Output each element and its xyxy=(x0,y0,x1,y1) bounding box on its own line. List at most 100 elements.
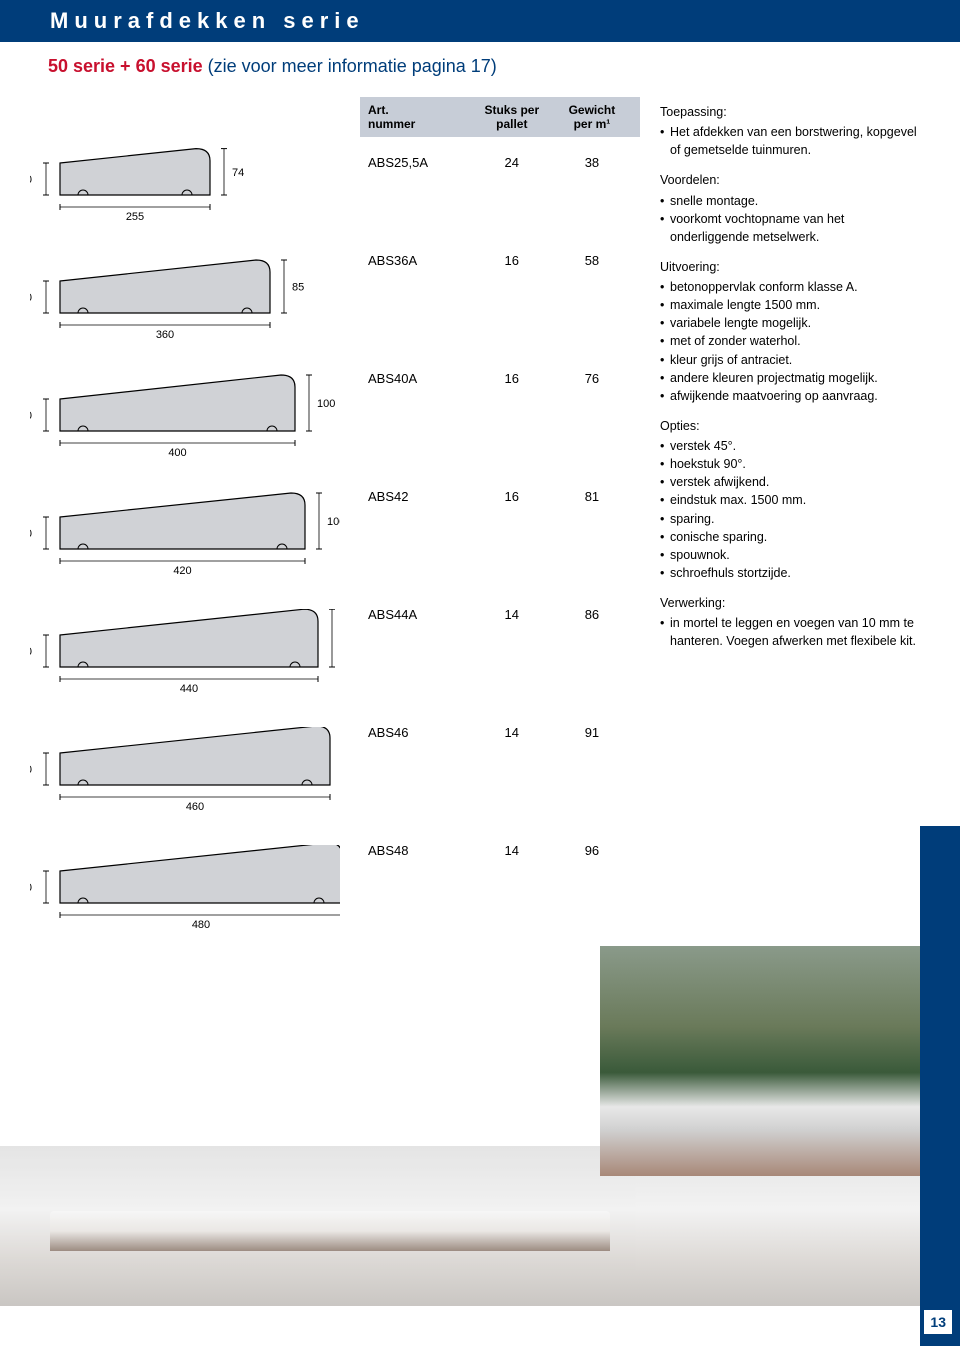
cell-art: ABS25,5A xyxy=(368,155,472,170)
header-bar: Muurafdekken serie xyxy=(0,0,960,42)
info-list: snelle montage.voorkomt vochtopname van … xyxy=(660,192,920,246)
page-number: 13 xyxy=(924,1310,952,1334)
cell-stuks: 16 xyxy=(472,253,552,268)
info-list: in mortel te leggen en voegen van 10 mm … xyxy=(660,614,920,650)
subtitle-red: 50 serie + 60 serie xyxy=(48,56,203,76)
cell-stuks: 24 xyxy=(472,155,552,170)
table-row: ABS42 16 81 xyxy=(360,443,640,561)
svg-text:400: 400 xyxy=(168,447,186,459)
svg-text:100: 100 xyxy=(327,516,340,528)
svg-text:60: 60 xyxy=(30,410,32,422)
subtitle-blue: (zie voor meer informatie pagina 17) xyxy=(208,56,497,76)
table-row: ABS25,5A 24 38 xyxy=(360,137,640,207)
cell-stuks: 14 xyxy=(472,607,552,622)
info-list-item: met of zonder waterhol. xyxy=(660,332,920,350)
info-list-item: variabele lengte mogelijk. xyxy=(660,314,920,332)
info-list-item: snelle montage. xyxy=(660,192,920,210)
cell-stuks: 16 xyxy=(472,371,552,386)
content-row: 50 74 255 50 85 360 xyxy=(0,77,960,935)
profile-diagram: 60 100 400 xyxy=(30,373,340,463)
profile-diagram: 60 107 480 xyxy=(30,845,340,935)
info-section-title: Voordelen: xyxy=(660,171,920,189)
svg-text:420: 420 xyxy=(173,565,191,577)
info-list-item: schroefhuls stortzijde. xyxy=(660,564,920,582)
info-section-title: Opties: xyxy=(660,417,920,435)
cell-stuks: 14 xyxy=(472,725,552,740)
info-list: Het afdekken van een borstwering, kopgev… xyxy=(660,123,920,159)
svg-text:360: 360 xyxy=(156,329,174,341)
table-header-row: Art. nummer Stuks per pallet Gewicht per… xyxy=(360,97,640,137)
info-list-item: spouwnok. xyxy=(660,546,920,564)
svg-text:60: 60 xyxy=(30,646,32,658)
info-list-item: in mortel te leggen en voegen van 10 mm … xyxy=(660,614,920,650)
col-header-art: Art. nummer xyxy=(368,103,472,131)
info-list-item: sparing. xyxy=(660,510,920,528)
info-list-item: betonoppervlak conform klasse A. xyxy=(660,278,920,296)
svg-text:50: 50 xyxy=(30,174,32,186)
profile-diagrams-column: 50 74 255 50 85 360 xyxy=(30,97,340,935)
table-row: ABS48 14 96 xyxy=(360,797,640,915)
svg-text:74: 74 xyxy=(232,167,244,179)
svg-text:60: 60 xyxy=(30,764,32,776)
svg-text:60: 60 xyxy=(30,528,32,540)
subtitle: 50 serie + 60 serie (zie voor meer infor… xyxy=(0,42,960,77)
svg-text:480: 480 xyxy=(192,919,210,931)
svg-text:460: 460 xyxy=(186,801,204,813)
svg-text:255: 255 xyxy=(126,211,144,223)
info-list-item: Het afdekken van een borstwering, kopgev… xyxy=(660,123,920,159)
info-section-title: Toepassing: xyxy=(660,103,920,121)
cell-gewicht: 96 xyxy=(552,843,632,858)
svg-text:85: 85 xyxy=(292,282,304,294)
cell-gewicht: 91 xyxy=(552,725,632,740)
table-row: ABS44A 14 86 xyxy=(360,561,640,679)
table-row: ABS36A 16 58 xyxy=(360,207,640,325)
col-header-gewicht: Gewicht per m¹ xyxy=(552,103,632,131)
info-list-item: kleur grijs of antraciet. xyxy=(660,351,920,369)
cell-art: ABS40A xyxy=(368,371,472,386)
profile-diagram: 50 85 360 xyxy=(30,255,340,345)
table-row: ABS46 14 91 xyxy=(360,679,640,797)
info-list: verstek 45°.hoekstuk 90°.verstek afwijke… xyxy=(660,437,920,582)
svg-text:50: 50 xyxy=(30,292,32,304)
info-list-item: hoekstuk 90°. xyxy=(660,455,920,473)
cell-art: ABS46 xyxy=(368,725,472,740)
cell-art: ABS42 xyxy=(368,489,472,504)
info-list-item: maximale lengte 1500 mm. xyxy=(660,296,920,314)
cell-stuks: 16 xyxy=(472,489,552,504)
garden-photo xyxy=(600,946,960,1176)
cell-stuks: 14 xyxy=(472,843,552,858)
col-header-stuks: Stuks per pallet xyxy=(472,103,552,131)
svg-text:440: 440 xyxy=(180,683,198,695)
blue-sidebar: 13 xyxy=(920,826,960,1346)
profile-diagram: 50 74 255 xyxy=(30,137,340,227)
page-title: Muurafdekken serie xyxy=(50,8,365,34)
profile-diagram: 60 105 460 xyxy=(30,727,340,817)
cell-gewicht: 86 xyxy=(552,607,632,622)
bench-graphic xyxy=(50,1211,610,1251)
cell-gewicht: 38 xyxy=(552,155,632,170)
info-list-item: eindstuk max. 1500 mm. xyxy=(660,491,920,509)
info-section-title: Verwerking: xyxy=(660,594,920,612)
cell-gewicht: 81 xyxy=(552,489,632,504)
cell-art: ABS36A xyxy=(368,253,472,268)
photo-area: 13 xyxy=(0,946,960,1346)
info-list-item: afwijkende maatvoering op aanvraag. xyxy=(660,387,920,405)
info-list-item: verstek 45°. xyxy=(660,437,920,455)
svg-text:100: 100 xyxy=(317,398,335,410)
info-list-item: andere kleuren projectmatig mogelijk. xyxy=(660,369,920,387)
cell-art: ABS48 xyxy=(368,843,472,858)
profile-diagram: 60 103 440 xyxy=(30,609,340,699)
cell-art: ABS44A xyxy=(368,607,472,622)
info-column: Toepassing: Het afdekken van een borstwer… xyxy=(660,97,920,935)
cell-gewicht: 58 xyxy=(552,253,632,268)
cell-gewicht: 76 xyxy=(552,371,632,386)
info-list-item: conische sparing. xyxy=(660,528,920,546)
table-body: ABS25,5A 24 38 ABS36A 16 58 ABS40A 16 76… xyxy=(360,137,640,915)
info-list-item: voorkomt vochtopname van het onderliggen… xyxy=(660,210,920,246)
info-list: betonoppervlak conform klasse A.maximale… xyxy=(660,278,920,405)
info-section-title: Uitvoering: xyxy=(660,258,920,276)
product-table: Art. nummer Stuks per pallet Gewicht per… xyxy=(360,97,640,935)
info-list-item: verstek afwijkend. xyxy=(660,473,920,491)
svg-text:60: 60 xyxy=(30,882,32,894)
table-row: ABS40A 16 76 xyxy=(360,325,640,443)
